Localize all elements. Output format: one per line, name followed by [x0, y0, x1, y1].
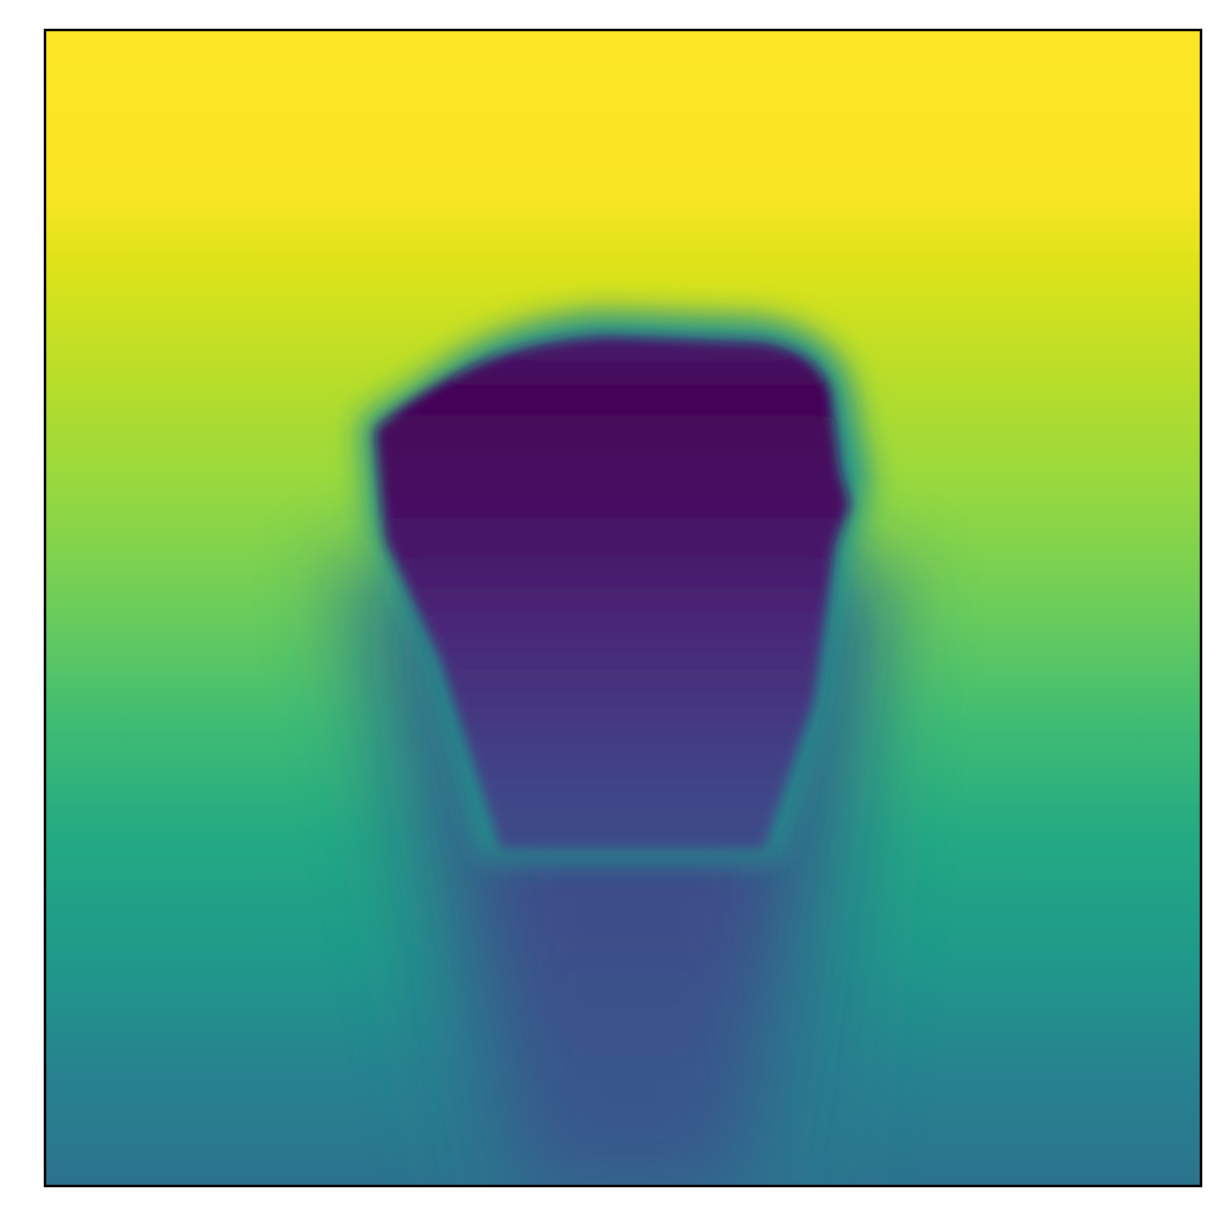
picture	[45, 30, 1201, 1186]
dark-region	[375, 336, 850, 850]
frame	[43, 28, 1203, 1188]
